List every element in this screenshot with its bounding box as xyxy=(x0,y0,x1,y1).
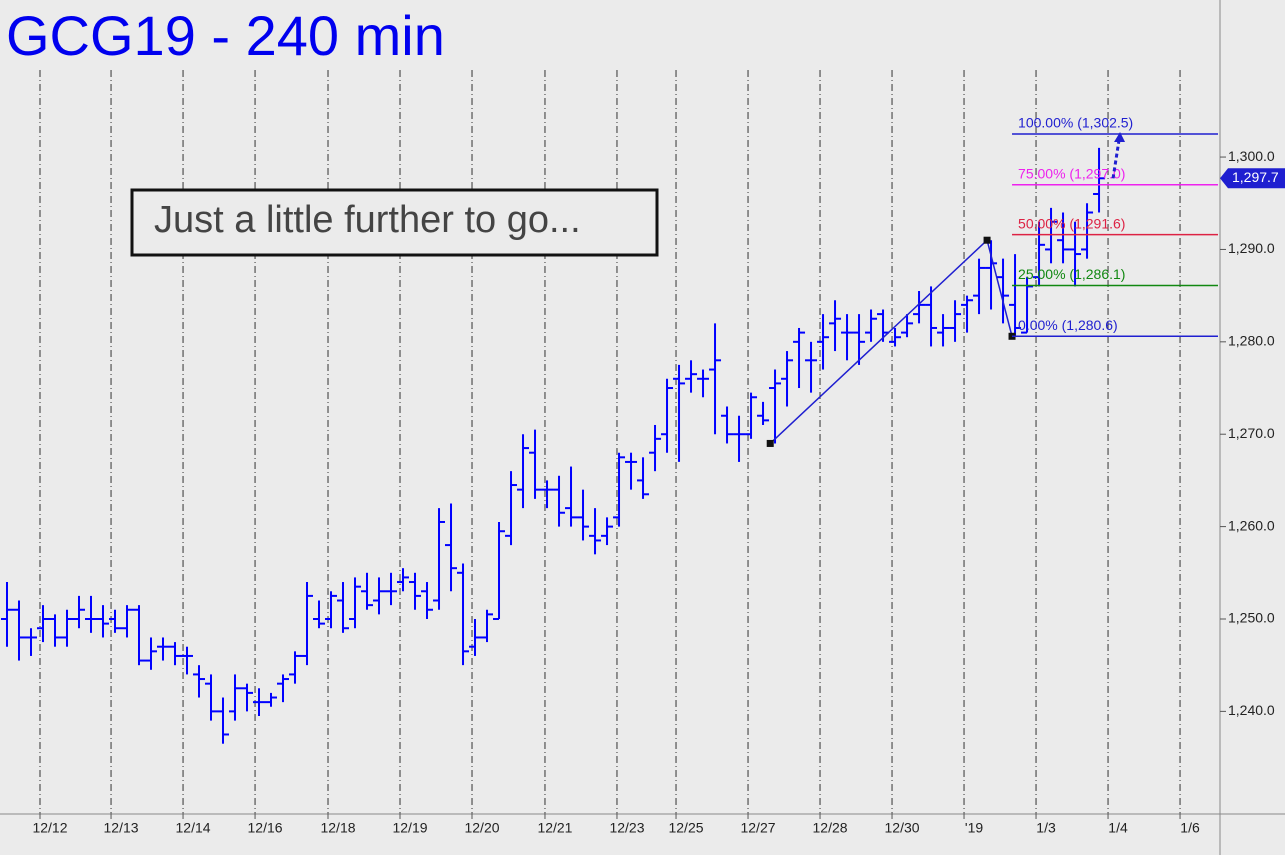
y-tick-label: 1,280.0 xyxy=(1228,333,1275,349)
x-tick-label: 12/28 xyxy=(813,820,848,836)
x-tick-label: 12/30 xyxy=(885,820,920,836)
x-tick-label: 12/25 xyxy=(668,820,703,836)
x-tick-label: 12/14 xyxy=(176,820,211,836)
y-tick-label: 1,250.0 xyxy=(1228,610,1275,626)
x-tick-label: 1/3 xyxy=(1036,820,1056,836)
x-tick-label: 1/4 xyxy=(1108,820,1128,836)
level-label: 100.00% (1,302.5) xyxy=(1018,115,1133,131)
pattern-point xyxy=(983,236,991,244)
x-tick-label: 12/20 xyxy=(464,820,499,836)
x-tick-label: 12/18 xyxy=(320,820,355,836)
pattern-point xyxy=(766,439,774,447)
x-tick-label: 12/27 xyxy=(740,820,775,836)
y-tick-label: 1,300.0 xyxy=(1228,148,1275,164)
last-price-label: 1,297.7 xyxy=(1232,169,1279,185)
x-tick-label: 12/16 xyxy=(248,820,283,836)
level-label: 0.00% (1,280.6) xyxy=(1018,317,1118,333)
level-label: 25.00% (1,286.1) xyxy=(1018,266,1125,282)
x-tick-label: 12/23 xyxy=(609,820,644,836)
annotation-box xyxy=(130,188,659,257)
y-tick-label: 1,270.0 xyxy=(1228,425,1275,441)
x-tick-label: 12/21 xyxy=(537,820,572,836)
x-tick-label: '19 xyxy=(965,820,983,836)
marks: 100.00% (1,302.5) 75.00% (1,297.0) 50.00% … xyxy=(0,115,1218,744)
x-tick-label: 12/12 xyxy=(32,820,67,836)
y-tick-label: 1,260.0 xyxy=(1228,517,1275,533)
grid: 1,240.0 1,250.0 1,260.0 1,270.0 1,280.0 1,290… xyxy=(32,70,1275,836)
x-tick-label: 1/6 xyxy=(1180,820,1200,836)
y-tick-label: 1,290.0 xyxy=(1228,240,1275,256)
x-tick-label: 12/13 xyxy=(104,820,139,836)
last-price-badge xyxy=(1220,168,1285,189)
x-tick-label: 12/19 xyxy=(392,820,427,836)
chart-title: GCG19 - 240 min xyxy=(6,4,445,67)
annotation: Just a little further to go... xyxy=(154,199,581,241)
level-label: 50.00% (1,291.6) xyxy=(1018,215,1125,231)
y-tick-label: 1,240.0 xyxy=(1228,702,1275,718)
level-label: 75.00% (1,297.0) xyxy=(1018,165,1125,181)
projection-arrowhead xyxy=(1114,131,1126,142)
